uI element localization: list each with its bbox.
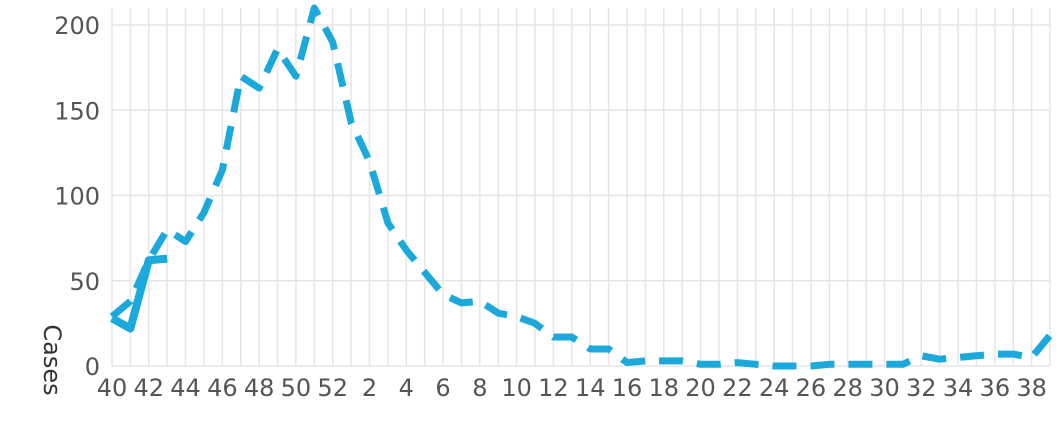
series-line-dashed — [109, 4, 1053, 370]
x-tick-label: 10 — [501, 374, 532, 402]
grid-lines — [111, 8, 1051, 367]
x-tick-label: 34 — [943, 374, 974, 402]
x-tick-label: 6 — [435, 374, 450, 402]
x-tick-label: 40 — [97, 374, 128, 402]
y-axis-label: Cases — [38, 324, 66, 395]
y-tick-label: 0 — [85, 353, 100, 381]
y-axis-ticks: 0 50 100 150 200 — [54, 12, 100, 381]
y-tick-label: 150 — [54, 97, 100, 125]
x-tick-label: 44 — [170, 374, 201, 402]
x-tick-label: 52 — [317, 374, 348, 402]
x-tick-label: 24 — [759, 374, 790, 402]
y-tick-label: 100 — [54, 183, 100, 211]
x-tick-label: 38 — [1016, 374, 1047, 402]
x-tick-label: 16 — [612, 374, 643, 402]
x-tick-label: 14 — [575, 374, 606, 402]
x-tick-label: 2 — [362, 374, 377, 402]
x-tick-label: 12 — [538, 374, 569, 402]
x-tick-label: 30 — [869, 374, 900, 402]
y-tick-label: 200 — [54, 12, 100, 40]
x-tick-label: 26 — [796, 374, 827, 402]
x-tick-label: 18 — [648, 374, 679, 402]
x-tick-label: 50 — [281, 374, 312, 402]
x-tick-label: 36 — [980, 374, 1011, 402]
x-tick-label: 8 — [472, 374, 487, 402]
y-tick-label: 50 — [69, 268, 100, 296]
x-tick-label: 48 — [244, 374, 275, 402]
x-tick-label: 46 — [207, 374, 238, 402]
x-tick-label: 32 — [906, 374, 937, 402]
x-tick-label: 4 — [399, 374, 414, 402]
series-line-solid — [110, 254, 168, 333]
x-axis-ticks: 40 42 44 46 48 50 52 2 4 6 8 10 12 14 16 18 20 22 24 26 28 30… — [97, 374, 1047, 402]
x-tick-label: 20 — [685, 374, 716, 402]
series-lines — [109, 4, 1053, 370]
x-tick-label: 28 — [832, 374, 863, 402]
x-tick-label: 42 — [134, 374, 165, 402]
x-tick-label: 22 — [722, 374, 753, 402]
